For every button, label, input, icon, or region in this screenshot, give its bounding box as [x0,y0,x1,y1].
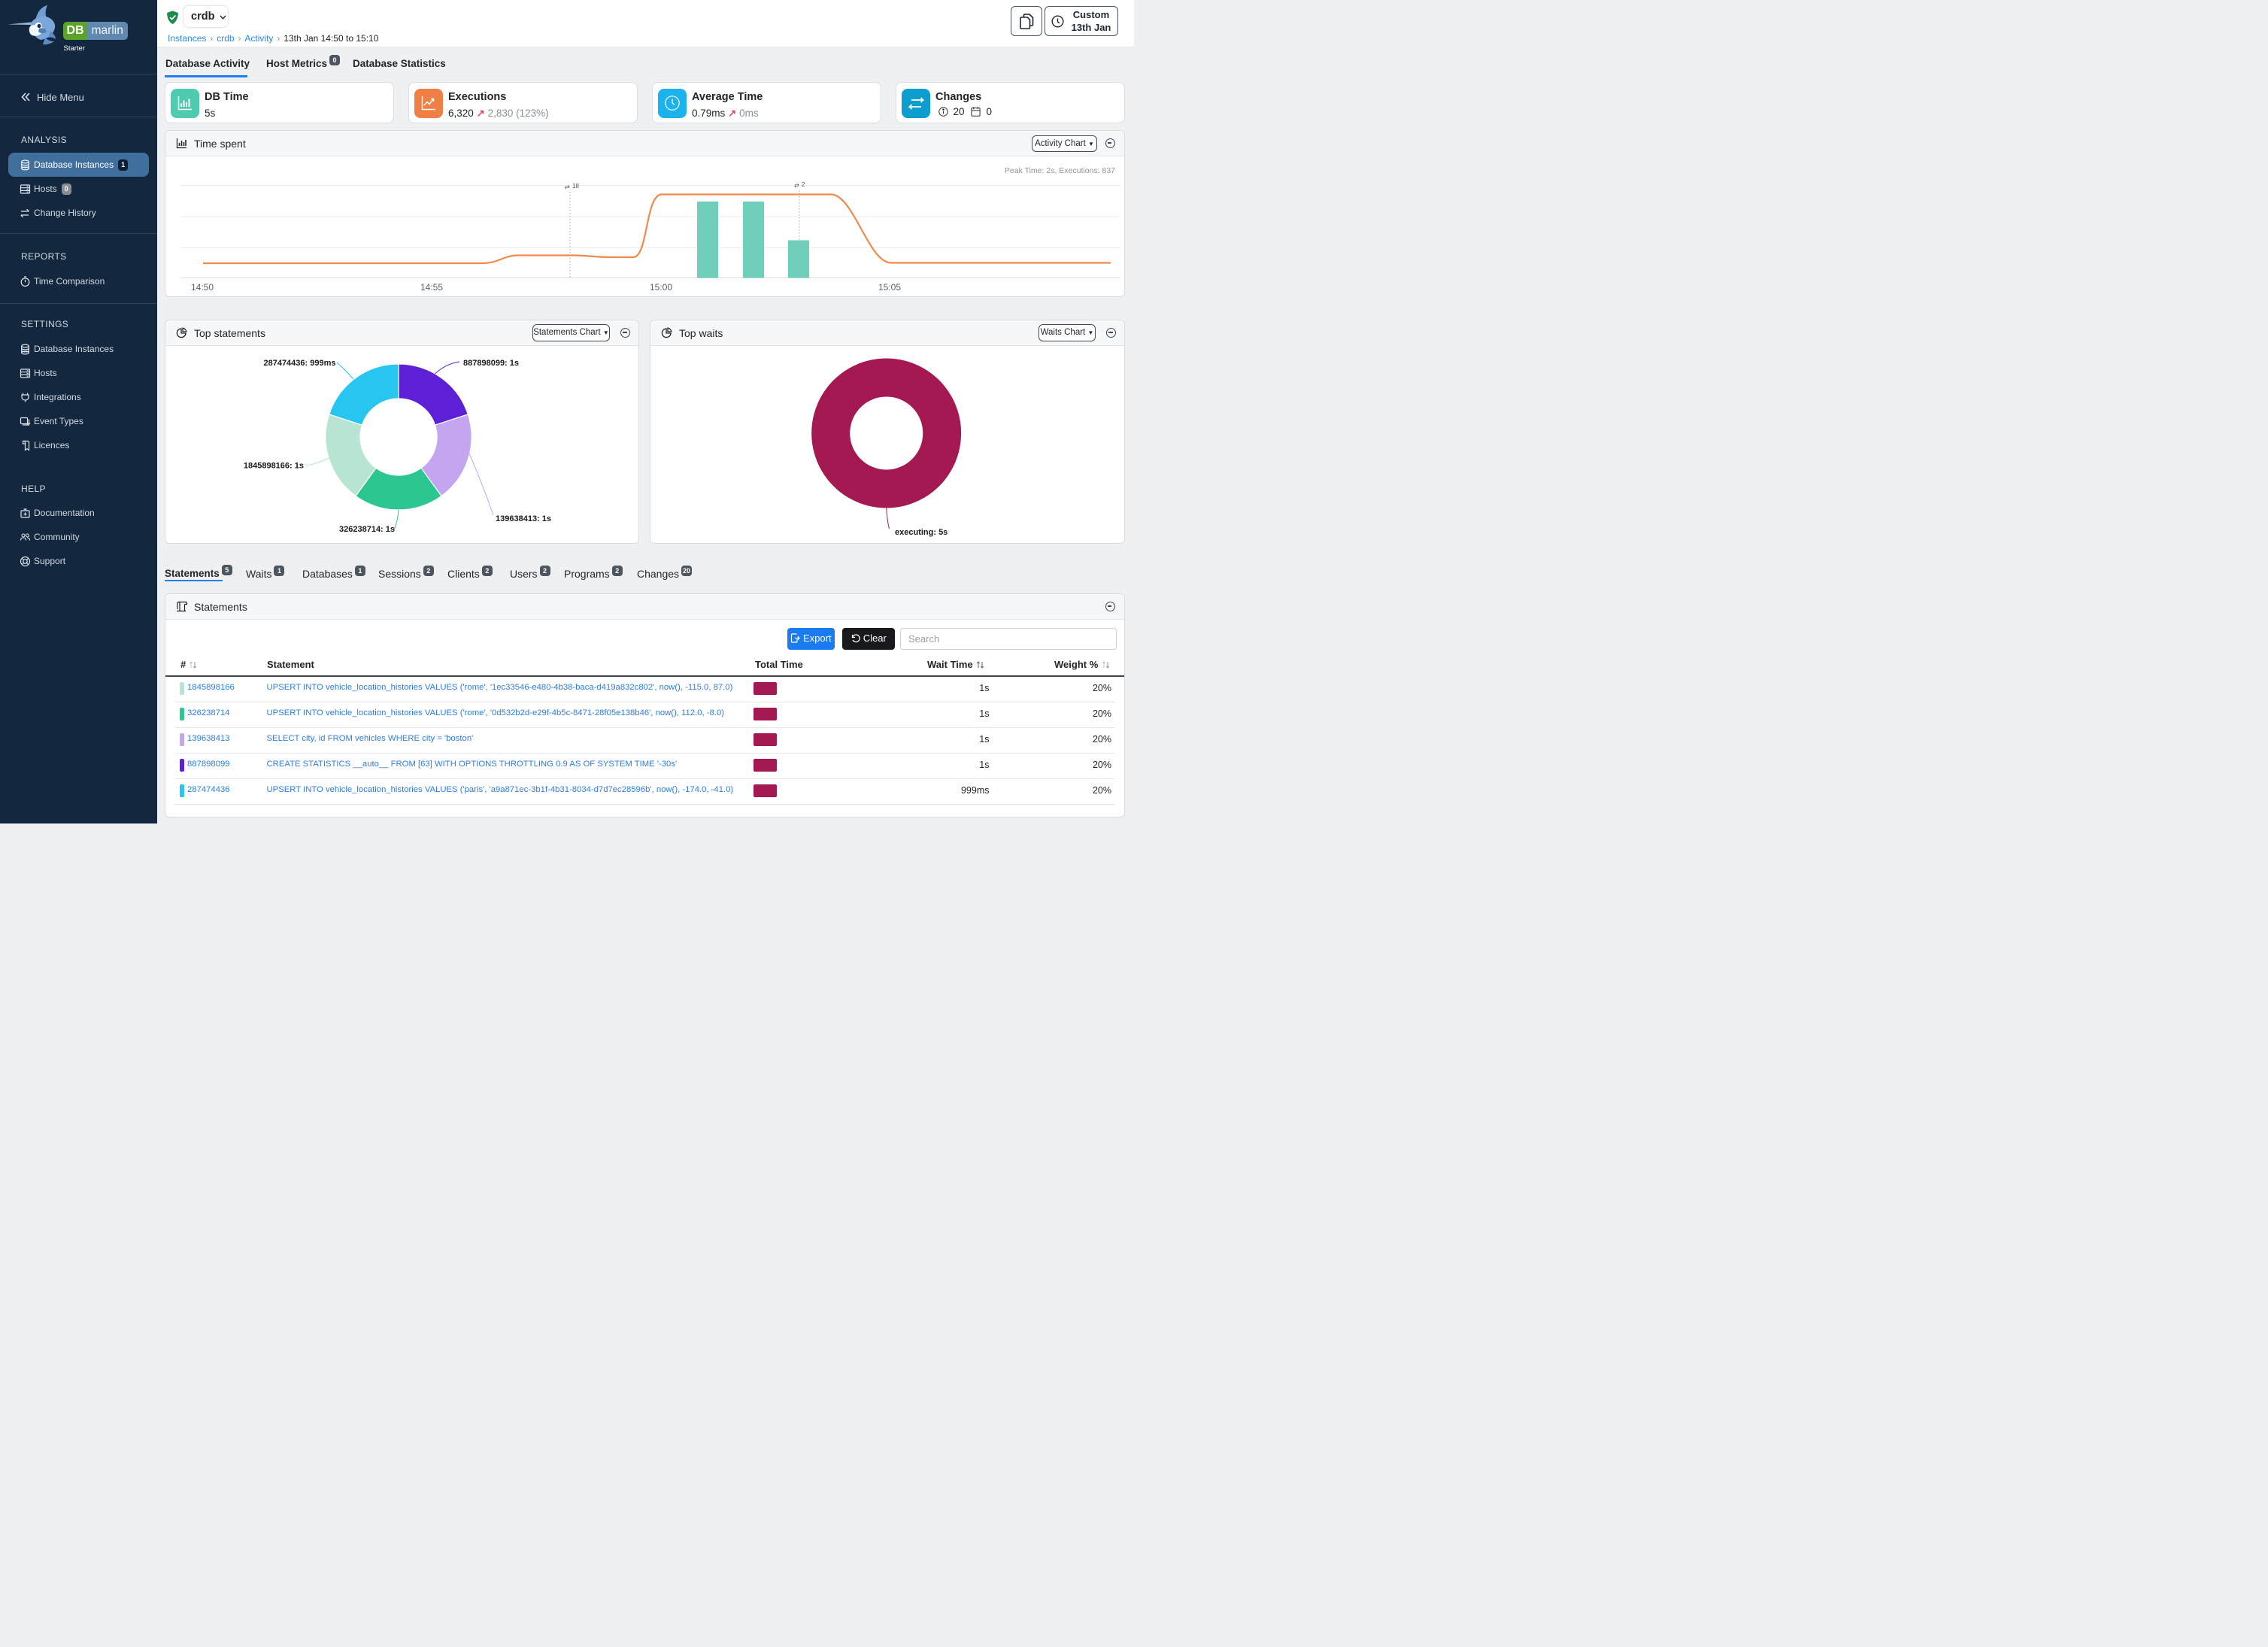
svg-text:2: 2 [802,181,805,188]
svg-text:14:50: 14:50 [191,282,214,293]
svg-text:15:00: 15:00 [650,282,672,293]
svg-text:139638413: 1s: 139638413: 1s [496,514,551,523]
svg-text:1845898166: 1s: 1845898166: 1s [244,462,304,471]
svg-text:14:55: 14:55 [420,282,443,293]
svg-text:Peak Time: 2s, Executions: 837: Peak Time: 2s, Executions: 837 [1005,166,1115,175]
svg-text:executing: 5s: executing: 5s [895,528,948,537]
svg-text:18: 18 [572,183,579,190]
svg-text:887898099: 1s: 887898099: 1s [463,359,519,368]
svg-text:326238714: 1s: 326238714: 1s [339,525,395,534]
svg-text:287474436: 999ms: 287474436: 999ms [263,359,335,368]
svg-text:15:05: 15:05 [878,282,901,293]
svg-text:⇄: ⇄ [794,182,799,189]
svg-text:⇄: ⇄ [565,184,570,190]
